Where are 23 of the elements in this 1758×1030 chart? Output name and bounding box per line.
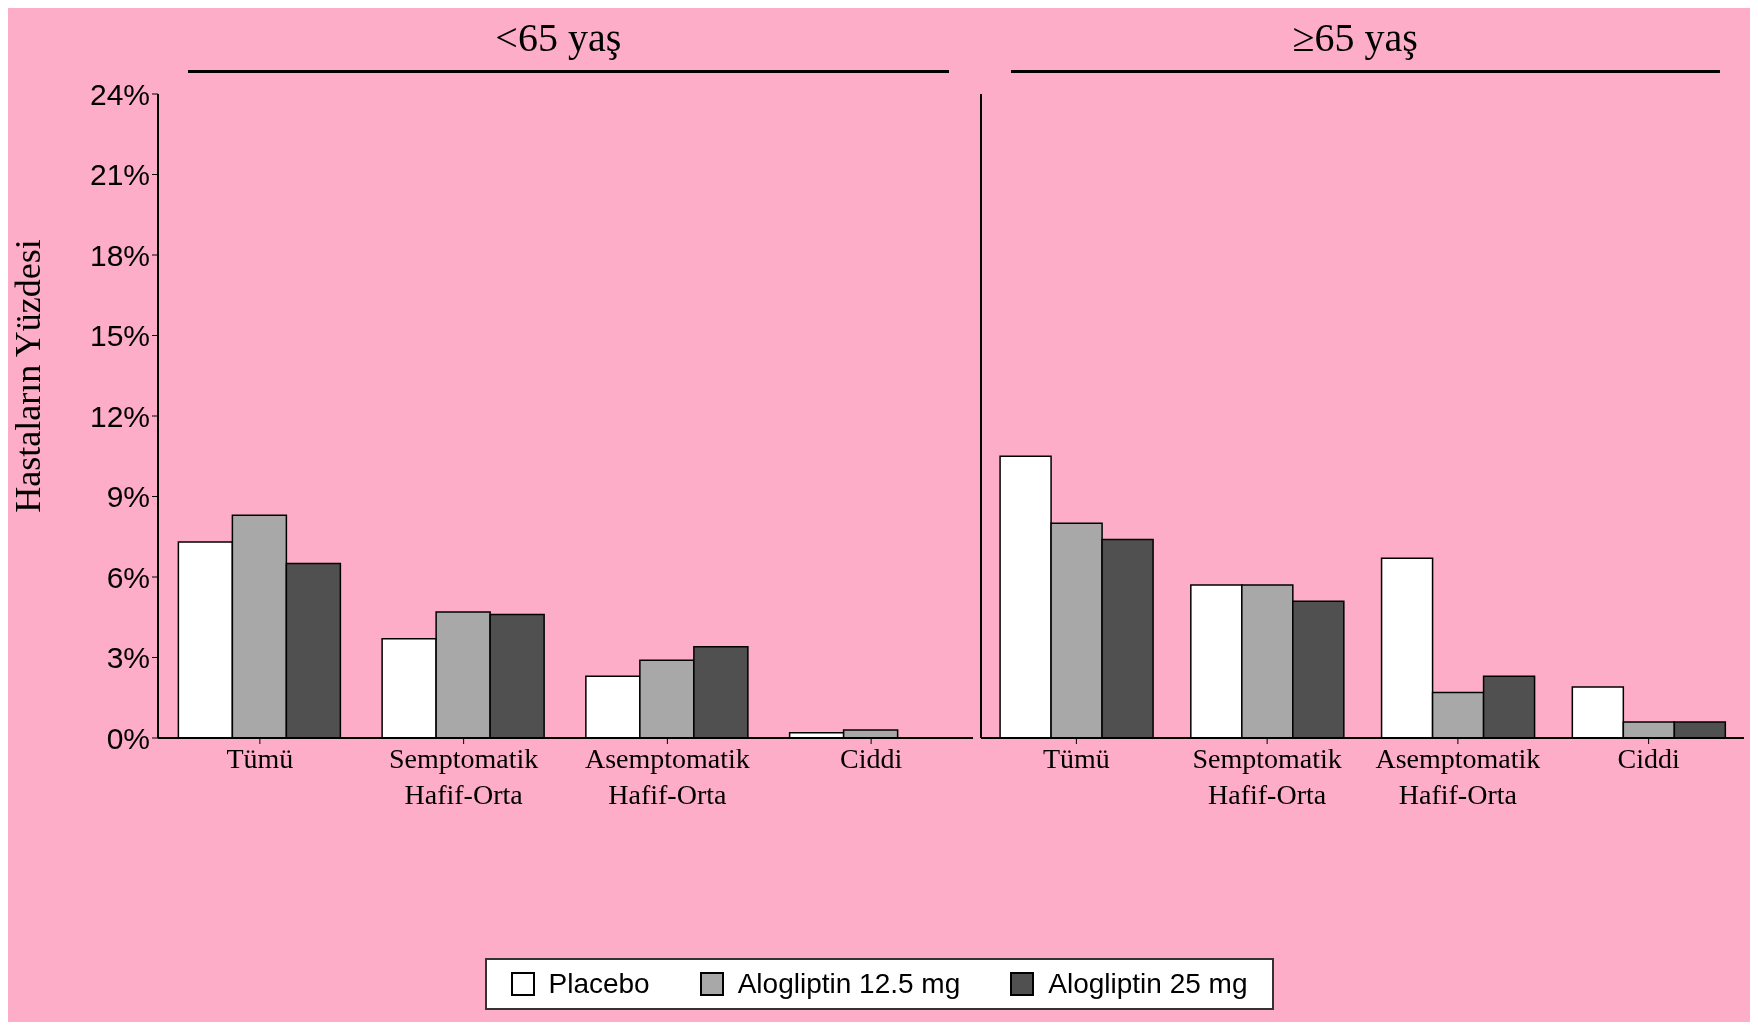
x-tick-label: Semptomatik Hafif-Orta bbox=[388, 743, 539, 810]
y-tick-label: 15% bbox=[89, 319, 150, 353]
x-tick-label: Ciddi bbox=[840, 743, 903, 774]
x-tick-label: Asemptomatik Hafif-Orta bbox=[1374, 743, 1540, 810]
y-tick-label: 12% bbox=[89, 399, 150, 433]
y-tick-label: 0% bbox=[106, 721, 150, 755]
x-tick-label: Asemptomatik Hafif-Orta bbox=[584, 743, 750, 810]
y-tick-label: 3% bbox=[106, 641, 150, 675]
y-tick-label: 6% bbox=[106, 560, 150, 594]
x-tick-label: Tümü bbox=[226, 743, 294, 774]
chart-title: ≥65 yaş bbox=[1291, 14, 1419, 61]
y-tick-label: 24% bbox=[89, 77, 150, 111]
y-axis-title: Hastaların Yüzdesi bbox=[7, 239, 49, 513]
legend-label: Alogliptin 12.5 mg bbox=[737, 968, 961, 1000]
y-tick-label: 18% bbox=[89, 238, 150, 272]
chart-title: <65 yaş bbox=[494, 14, 623, 61]
y-tick-label: 21% bbox=[89, 158, 150, 192]
x-tick-label: Tümü bbox=[1042, 743, 1110, 774]
legend-label: Alogliptin 25 mg bbox=[1048, 968, 1248, 1000]
x-tick-label: Semptomatik Hafif-Orta bbox=[1192, 743, 1342, 810]
legend-label: Placebo bbox=[548, 968, 650, 1000]
y-tick-label: 9% bbox=[106, 480, 150, 514]
x-tick-label: Ciddi bbox=[1617, 743, 1680, 774]
